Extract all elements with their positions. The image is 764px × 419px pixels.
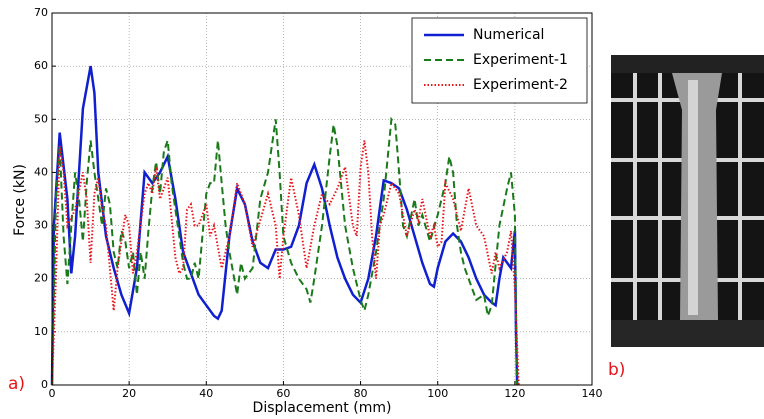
photo <box>611 55 764 347</box>
y-tick-label: 50 <box>34 112 48 125</box>
series-line <box>51 116 518 386</box>
y-tick-label: 10 <box>34 325 48 338</box>
x-axis-title: Displacement (mm) <box>253 400 392 416</box>
x-tick-label: 80 <box>354 387 368 400</box>
y-tick-label: 70 <box>34 6 48 19</box>
x-tick-label: 120 <box>504 387 525 400</box>
y-tick-label: 30 <box>34 219 48 232</box>
x-tick-label: 0 <box>49 387 56 400</box>
series-line <box>51 140 520 386</box>
legend-label: Numerical <box>473 27 544 43</box>
x-tick-label: 100 <box>427 387 448 400</box>
series-line <box>50 65 519 386</box>
y-tick-label: 60 <box>34 59 48 72</box>
panel-label: b) <box>608 360 625 380</box>
x-tick-label: 40 <box>199 387 213 400</box>
x-tick-label: 140 <box>582 387 603 400</box>
legend-label: Experiment-2 <box>473 77 568 93</box>
y-tick-label: 40 <box>34 165 48 178</box>
x-tick-label: 20 <box>122 387 136 400</box>
panel-label: a) <box>8 374 25 394</box>
y-tick-label: 20 <box>34 272 48 285</box>
legend-label: Experiment-1 <box>473 52 568 68</box>
plot-area: 0 20 40 60 80 100 120 140 0 10 20 30 40 50 60 70 Numeric… <box>34 6 603 400</box>
x-tick-label: 60 <box>276 387 290 400</box>
y-axis-title: Force (kN) <box>12 164 28 236</box>
y-tick-label: 0 <box>41 378 48 391</box>
plot-frame <box>51 12 593 386</box>
